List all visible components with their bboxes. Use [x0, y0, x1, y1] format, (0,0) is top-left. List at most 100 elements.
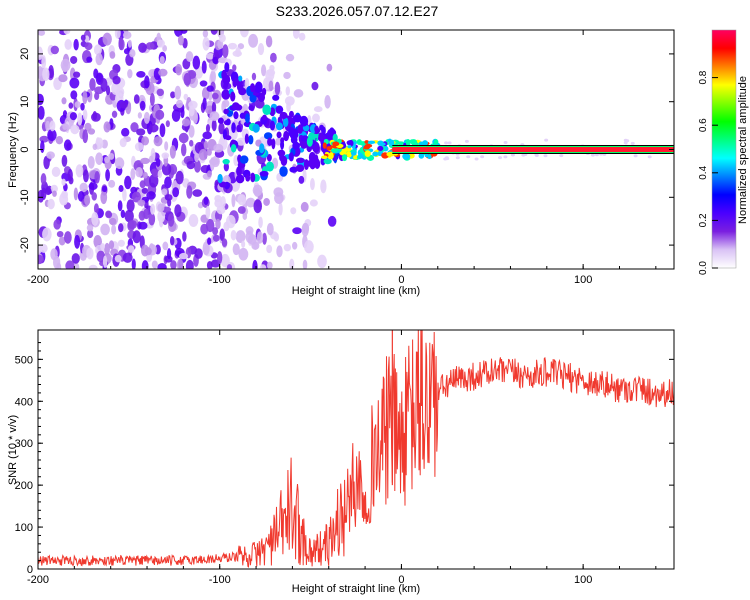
- heatmap-blob: [233, 155, 239, 167]
- heatmap-blob: [410, 139, 418, 145]
- heatmap-blob: [127, 245, 135, 253]
- heatmap-blob: [51, 166, 61, 178]
- heatmap-blob: [47, 198, 55, 210]
- snr-background: [38, 330, 674, 569]
- colorbar-tick-label: 0.2: [698, 213, 709, 227]
- heatmap-blob: [313, 106, 323, 113]
- heatmap-blob: [145, 42, 155, 50]
- heatmap-blob: [388, 139, 395, 147]
- heatmap-blob: [275, 105, 284, 114]
- heatmap-blob: [58, 74, 68, 83]
- heatmap-blob: [301, 222, 309, 237]
- heatmap-blob: [171, 109, 181, 122]
- heatmap-blob: [498, 156, 503, 160]
- heatmap-blob: [177, 258, 184, 269]
- heatmap-blob: [86, 247, 94, 260]
- heatmap-blob: [144, 75, 150, 89]
- heatmap-blob: [96, 250, 106, 263]
- heatmap-blob: [215, 218, 221, 230]
- heatmap-blob: [192, 55, 201, 70]
- heatmap-blob: [647, 155, 652, 159]
- heatmap-blob: [521, 153, 526, 157]
- heatmap-blob: [221, 89, 231, 100]
- heatmap-blob: [202, 30, 209, 38]
- heatmap-blob: [263, 132, 273, 140]
- heatmap-blob: [299, 141, 307, 147]
- heatmap-blob: [474, 157, 479, 161]
- heatmap-blob: [161, 152, 170, 159]
- heatmap-blob: [82, 129, 89, 144]
- heatmap-blob: [183, 72, 192, 86]
- heatmap-blob: [300, 201, 309, 212]
- heatmap-blob: [212, 234, 220, 242]
- heatmap-blob: [157, 203, 165, 213]
- colorbar-frame: [711, 29, 737, 269]
- heatmap-blob: [299, 115, 309, 127]
- heatmap-blob: [170, 260, 177, 269]
- heatmap-blob: [245, 197, 256, 208]
- heatmap-blob: [161, 188, 168, 196]
- heatmap-xtick-label: 0: [398, 274, 404, 286]
- heatmap-blob: [466, 155, 471, 159]
- heatmap-blob: [292, 241, 298, 250]
- heatmap-blob: [123, 48, 131, 55]
- heatmap-blob: [211, 119, 217, 132]
- heatmap-blob: [73, 38, 79, 51]
- heatmap-blob: [258, 216, 263, 229]
- heatmap-blob: [82, 109, 88, 121]
- heatmap-blob: [200, 223, 209, 235]
- heatmap-blob: [274, 81, 281, 96]
- heatmap-blob: [112, 75, 121, 85]
- heatmap-blob: [480, 155, 485, 159]
- heatmap-blob: [307, 115, 312, 126]
- heatmap-blob: [118, 223, 124, 233]
- heatmap-blob: [233, 111, 239, 120]
- heatmap-blob: [132, 230, 141, 244]
- heatmap-blob: [86, 224, 94, 232]
- heatmap-blob: [322, 142, 327, 149]
- heatmap-blob: [231, 122, 236, 134]
- heatmap-blob: [268, 80, 274, 92]
- heatmap-blob: [590, 153, 595, 157]
- heatmap-blob: [161, 162, 172, 176]
- heatmap-blob: [109, 217, 117, 226]
- heatmap-blob: [70, 124, 80, 135]
- heatmap-blob: [623, 141, 628, 145]
- heatmap-blob: [543, 154, 548, 158]
- heatmap-blob: [266, 244, 273, 254]
- heatmap-blob: [136, 71, 146, 78]
- heatmap-blob: [45, 120, 51, 132]
- snr-ytick-label: 100: [15, 522, 33, 534]
- heatmap-blob: [50, 184, 58, 193]
- heatmap-blob: [93, 68, 99, 79]
- heatmap-blob: [67, 168, 73, 182]
- heatmap-blob: [62, 123, 68, 130]
- heatmap-blob: [71, 253, 80, 264]
- heatmap-blob: [205, 205, 211, 219]
- heatmap-blob: [139, 100, 146, 111]
- heatmap-blob: [237, 194, 247, 206]
- heatmap-blob: [122, 252, 133, 263]
- heatmap-blob: [266, 154, 272, 162]
- heatmap-blob: [39, 243, 48, 253]
- heatmap-blob: [148, 155, 154, 163]
- heatmap-blob: [167, 198, 172, 207]
- heatmap-blob: [236, 124, 241, 133]
- heatmap-blob: [159, 56, 165, 64]
- heatmap-blob: [310, 177, 315, 191]
- heatmap-blob: [289, 166, 298, 173]
- heatmap-blob: [257, 43, 265, 56]
- heatmap-blob: [169, 236, 175, 246]
- heatmap-blob: [433, 139, 439, 145]
- heatmap-blob: [271, 138, 276, 150]
- heatmap-blob: [217, 251, 223, 265]
- heatmap-blob: [198, 149, 208, 161]
- heatmap-blob: [297, 124, 304, 134]
- snr-marks: [38, 330, 674, 568]
- heatmap-blob: [38, 93, 44, 106]
- heatmap-blob: [225, 135, 232, 141]
- heatmap-blob: [127, 39, 132, 48]
- heatmap-blob: [319, 124, 324, 131]
